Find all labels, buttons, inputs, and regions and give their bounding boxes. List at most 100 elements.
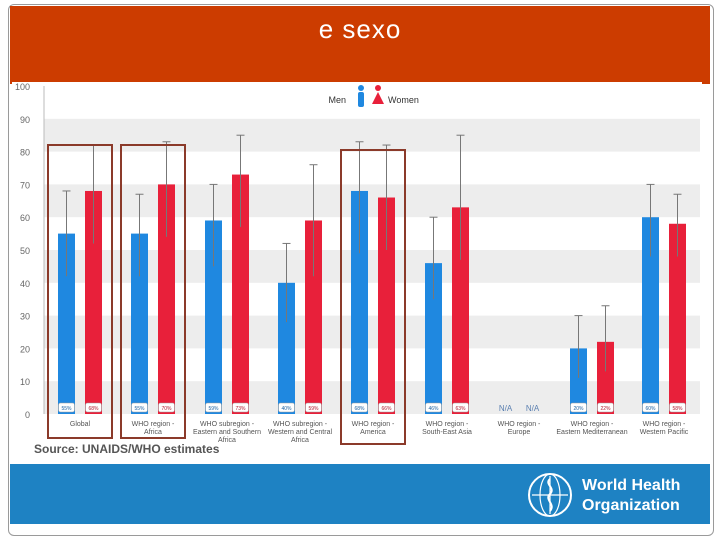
category-label: Africa [144, 429, 162, 436]
category-label: WHO region - [132, 421, 175, 428]
footer-band [10, 464, 710, 524]
grid-band [44, 315, 700, 349]
bar-men [205, 220, 222, 414]
category-label: WHO subregion - [273, 421, 328, 428]
highlight-box [340, 149, 406, 445]
bar-men [131, 233, 148, 414]
pct-pill [305, 402, 322, 413]
pct-pill [425, 402, 442, 413]
pct-pill [278, 402, 295, 413]
category-label: WHO subregion - [200, 421, 255, 428]
category-label: South-East Asia [422, 429, 472, 436]
category-label: Africa [218, 437, 236, 444]
y-tick-label: 100 [15, 82, 30, 92]
who-emblem-icon [528, 473, 572, 517]
bar-women [305, 220, 322, 414]
pct-label: 68% [354, 406, 365, 412]
grid-band [44, 250, 700, 283]
category-label: WHO region - [426, 421, 469, 428]
pct-pill [669, 402, 686, 413]
pct-label: 46% [428, 406, 439, 412]
y-tick-label: 20 [20, 344, 30, 354]
pct-label: 55% [134, 406, 145, 412]
pct-label: 40% [281, 406, 292, 412]
pct-label: 22% [600, 406, 611, 412]
category-label: WHO region - [571, 421, 614, 428]
bar-women [158, 184, 175, 414]
grid-band [44, 118, 700, 152]
pct-label: 59% [208, 406, 219, 412]
category-label: America [360, 429, 386, 436]
category-label: WHO region - [352, 421, 395, 428]
category-label: WHO region - [498, 421, 541, 428]
na-label: N/A [499, 404, 513, 413]
bar-men [351, 190, 368, 414]
y-tick-label: 10 [20, 377, 30, 387]
pct-label: 55% [61, 406, 72, 412]
pct-pill [58, 402, 75, 413]
bar-men [58, 233, 75, 414]
pct-pill [85, 402, 102, 413]
grid-band [44, 381, 700, 414]
bar-men [425, 263, 442, 414]
pct-label: 58% [672, 406, 683, 412]
y-tick-label: 60 [20, 213, 30, 223]
who-logo-line2: Organization [582, 497, 680, 514]
y-tick-label: 70 [20, 180, 30, 190]
legend-woman-body-icon [372, 92, 384, 104]
grid-band [44, 184, 700, 218]
highlight-box [47, 144, 113, 439]
pct-label: 66% [381, 406, 392, 412]
bar-men [570, 348, 587, 414]
category-label: Western Pacific [640, 429, 689, 436]
title-band: e sexo [10, 6, 710, 84]
bar-women [597, 341, 614, 414]
pct-pill [378, 402, 395, 413]
pct-pill [570, 402, 587, 413]
pct-label: 63% [455, 406, 466, 412]
who-logo-text: World Health Organization [582, 476, 680, 516]
category-label: WHO region - [643, 421, 686, 428]
pct-label: 20% [573, 406, 584, 412]
pct-pill [351, 402, 368, 413]
y-tick-label: 40 [20, 279, 30, 289]
source-note: Source: UNAIDS/WHO estimates [34, 442, 220, 456]
y-tick-label: 50 [20, 246, 30, 256]
y-tick-label: 30 [20, 312, 30, 322]
pct-pill [452, 402, 469, 413]
category-label: Global [70, 421, 91, 428]
pct-label: 68% [88, 406, 99, 412]
pct-label: 59% [308, 406, 319, 412]
pct-label: 60% [645, 406, 656, 412]
bar-men [278, 282, 295, 414]
legend-women-label: Women [388, 95, 419, 105]
pct-label: 70% [161, 406, 172, 412]
who-logo-line1: World Health [582, 477, 681, 494]
y-tick-label: 0 [25, 410, 30, 420]
y-tick-label: 80 [20, 148, 30, 158]
legend-man-body-icon [358, 92, 364, 107]
category-label: Western and Central [268, 429, 333, 436]
category-label: Eastern and Southern [193, 429, 261, 436]
category-label: Eastern Mediterranean [556, 429, 627, 436]
pct-pill [131, 402, 148, 413]
bar-women [232, 174, 249, 414]
highlight-box [120, 144, 186, 439]
na-label: N/A [526, 404, 540, 413]
pct-pill [205, 402, 222, 413]
legend-man-icon [358, 85, 364, 91]
pct-pill [158, 402, 175, 413]
bar-women [378, 197, 395, 414]
slide-title: e sexo [318, 14, 402, 44]
category-label: Europe [508, 429, 531, 436]
legend-woman-icon [375, 85, 381, 91]
pct-pill [597, 402, 614, 413]
bar-men [642, 217, 659, 414]
legend-men-label: Men [328, 95, 346, 105]
pct-pill [642, 402, 659, 413]
pct-pill [232, 402, 249, 413]
category-label: Africa [291, 437, 309, 444]
bar-women [452, 207, 469, 414]
bar-women [85, 190, 102, 414]
